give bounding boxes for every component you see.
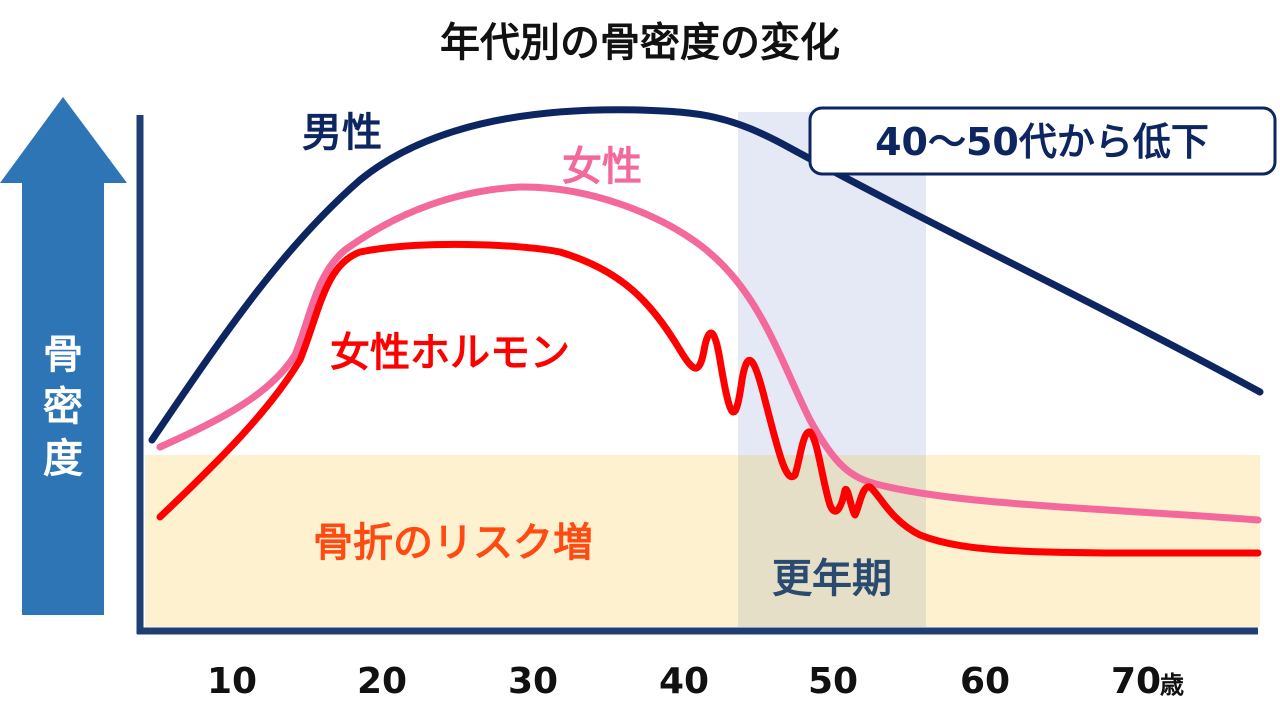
x-tick-60: 60 bbox=[960, 661, 1010, 702]
callout-box bbox=[808, 106, 1277, 176]
female-curve bbox=[156, 183, 1262, 524]
x-tick-30: 30 bbox=[508, 661, 558, 702]
x-tick-20: 20 bbox=[357, 661, 407, 702]
y-axis-label-2: 密 bbox=[43, 384, 83, 430]
x-tick-70: 70 bbox=[1111, 661, 1161, 702]
female-label: 女性 bbox=[562, 144, 642, 190]
female-hormone-curve bbox=[156, 240, 1262, 557]
x-tick-50: 50 bbox=[808, 661, 858, 702]
y-axis-label-1: 骨 bbox=[43, 332, 83, 378]
callout-text: 40〜50代から低下 bbox=[875, 120, 1209, 164]
male-curve bbox=[148, 106, 1264, 444]
y-axis-label-3: 度 bbox=[43, 436, 83, 482]
fracture-risk-band bbox=[145, 455, 1260, 627]
x-unit: 歳 bbox=[1160, 671, 1184, 699]
fracture-risk-label: 骨折のリスク増 bbox=[313, 520, 593, 566]
menopause-label: 更年期 bbox=[772, 556, 892, 602]
up-arrow-icon bbox=[0, 97, 127, 615]
chart-title: 年代別の骨密度の変化 bbox=[440, 20, 840, 66]
x-tick-10: 10 bbox=[207, 661, 257, 702]
x-tick-40: 40 bbox=[659, 661, 709, 702]
band-overlap bbox=[738, 455, 926, 627]
male-label: 男性 bbox=[302, 110, 382, 156]
hormone-label: 女性ホルモン bbox=[330, 330, 570, 376]
